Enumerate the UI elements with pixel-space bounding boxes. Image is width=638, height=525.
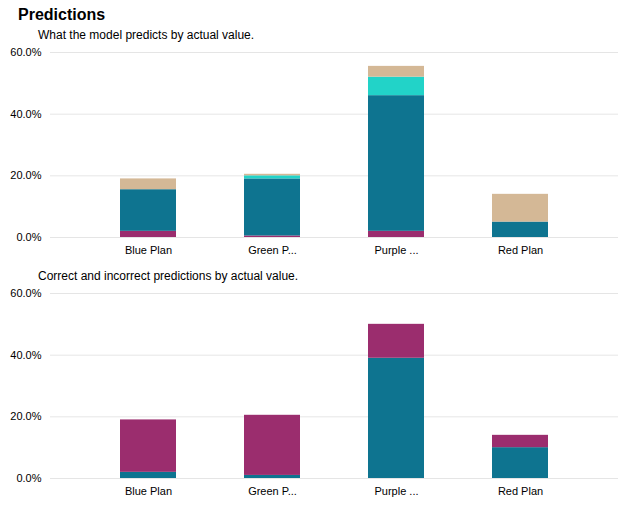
html-text:What the model predicts by act: What the model predicts by actual value. (38, 28, 255, 42)
svg-text:40.0%: 40.0% (10, 108, 41, 120)
svg-text:40.0%: 40.0% (10, 349, 41, 361)
svg-text:0.0%: 0.0% (16, 231, 41, 243)
svg-text:Purple ...: Purple ... (374, 485, 418, 497)
svg-text:Purple ...: Purple ... (374, 244, 418, 256)
html-text:Correct and incorrect predicti: Correct and incorrect predictions by act… (38, 269, 299, 283)
svg-text:Green P...: Green P... (248, 485, 297, 497)
svg-text:20.0%: 20.0% (10, 169, 41, 181)
svg-text:Green P...: Green P... (248, 244, 297, 256)
svg-text:60.0%: 60.0% (10, 287, 41, 299)
svg-text:0.0%: 0.0% (16, 472, 41, 484)
svg-text:Red Plan: Red Plan (498, 485, 543, 497)
svg-text:20.0%: 20.0% (10, 410, 41, 422)
svg-text:Blue Plan: Blue Plan (125, 244, 172, 256)
svg-text:Red Plan: Red Plan (498, 244, 543, 256)
svg-text:Blue Plan: Blue Plan (125, 485, 172, 497)
html-text:Predictions: Predictions (18, 6, 106, 23)
svg-text:60.0%: 60.0% (10, 46, 41, 58)
